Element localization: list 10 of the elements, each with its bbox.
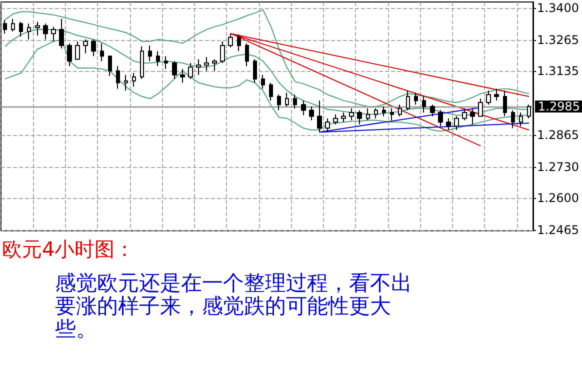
y-tick-label: 1.2865 <box>537 128 580 142</box>
text: 感觉欧元还是在一个整理过程，看不出要涨的样子来，感觉跌的可能性更大些。 <box>55 271 413 341</box>
text: 欧元4小时图： <box>2 236 135 262</box>
y-tick-label: 1.2730 <box>537 160 580 174</box>
y-tick-label: 1.3400 <box>537 0 580 15</box>
y-tick-label: 1.2465 <box>537 223 580 237</box>
y-tick-label: 1.2600 <box>537 190 580 205</box>
y-tick-label: 1.3135 <box>537 64 580 78</box>
y-tick-label: 1.3265 <box>537 33 580 47</box>
ref-line-label: 1.2985 <box>538 100 580 114</box>
